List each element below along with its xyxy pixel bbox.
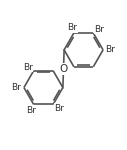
Text: Br: Br: [67, 23, 77, 32]
Text: O: O: [59, 64, 68, 74]
Text: Br: Br: [11, 83, 21, 92]
Text: Br: Br: [26, 106, 36, 115]
Text: Br: Br: [94, 25, 104, 34]
Text: Br: Br: [23, 63, 33, 72]
Text: Br: Br: [54, 104, 64, 113]
Text: Br: Br: [105, 45, 115, 54]
